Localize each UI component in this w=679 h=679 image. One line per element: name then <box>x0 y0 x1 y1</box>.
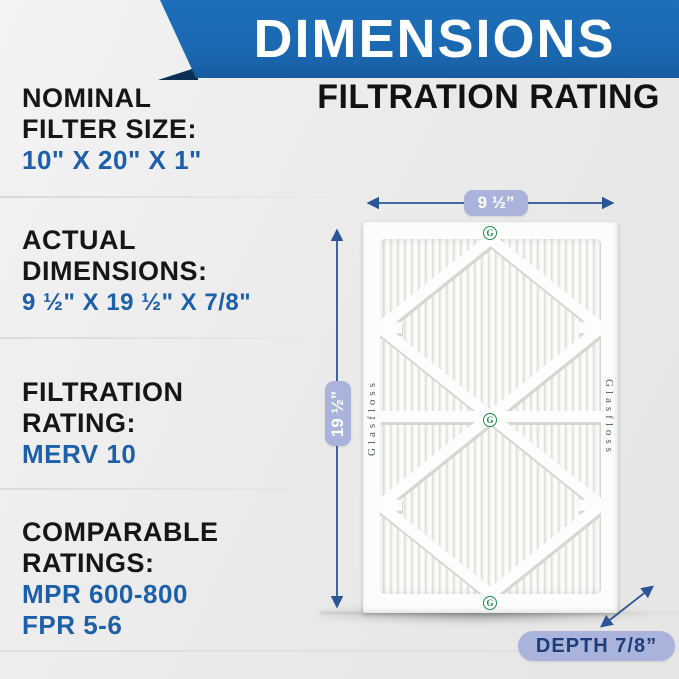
brand-text-right: Glasfloss <box>603 222 615 613</box>
brand-name: Glasfloss <box>603 379 615 456</box>
spec-heading-line: RATINGS: <box>22 548 155 578</box>
page-subtitle: FILTRATION RATING <box>317 78 660 116</box>
spec-heading-line: FILTER SIZE: <box>22 114 197 144</box>
height-dimension-badge: 19 ½” <box>325 381 351 446</box>
spec-comparable-ratings: COMPARABLE RATINGS: MPR 600-800 FPR 5-6 <box>22 517 219 641</box>
spec-filtration-rating: FILTRATION RATING: MERV 10 <box>22 377 183 470</box>
spec-value: MERV 10 <box>22 439 137 469</box>
spec-heading-line: DIMENSIONS: <box>22 256 208 286</box>
spec-heading-line: NOMINAL <box>22 83 152 113</box>
brand-text-left: Glasfloss <box>366 222 378 613</box>
spec-heading-line: ACTUAL <box>22 225 136 255</box>
height-dimension-label: 19 ½” <box>328 390 347 437</box>
spec-value: 10" X 20" X 1" <box>22 145 202 175</box>
header-banner: DIMENSIONS <box>160 0 679 78</box>
spec-nominal-size: NOMINAL FILTER SIZE: 10" X 20" X 1" <box>22 83 202 176</box>
background-band-divider <box>0 337 345 339</box>
brand-name: Glasfloss <box>366 379 378 456</box>
depth-dimension-label: DEPTH 7/8” <box>535 634 658 657</box>
spec-value: FPR 5-6 <box>22 610 123 640</box>
background-band-divider <box>0 488 345 490</box>
spec-heading-line: RATING: <box>22 408 136 438</box>
spec-heading-line: COMPARABLE <box>22 517 219 547</box>
spec-actual-dimensions: ACTUAL DIMENSIONS: 9 ½" X 19 ½" X 7/8" <box>22 225 251 318</box>
brand-logo-icon: G <box>483 226 497 240</box>
spec-value: MPR 600-800 <box>22 579 188 609</box>
brand-logo-icon: G <box>483 596 497 610</box>
air-filter-image: Glasfloss Glasfloss G G G <box>363 222 618 613</box>
brand-logo-icon: G <box>483 413 497 427</box>
page-title: DIMENSIONS <box>253 9 616 69</box>
width-dimension-label: 9 ½” <box>477 193 515 212</box>
spec-value: 9 ½" X 19 ½" X 7/8" <box>22 289 252 316</box>
background-band-divider <box>0 196 345 198</box>
width-dimension-badge: 9 ½” <box>464 190 528 216</box>
depth-dimension-badge: DEPTH 7/8” <box>518 631 675 661</box>
spec-heading-line: FILTRATION <box>22 377 184 407</box>
